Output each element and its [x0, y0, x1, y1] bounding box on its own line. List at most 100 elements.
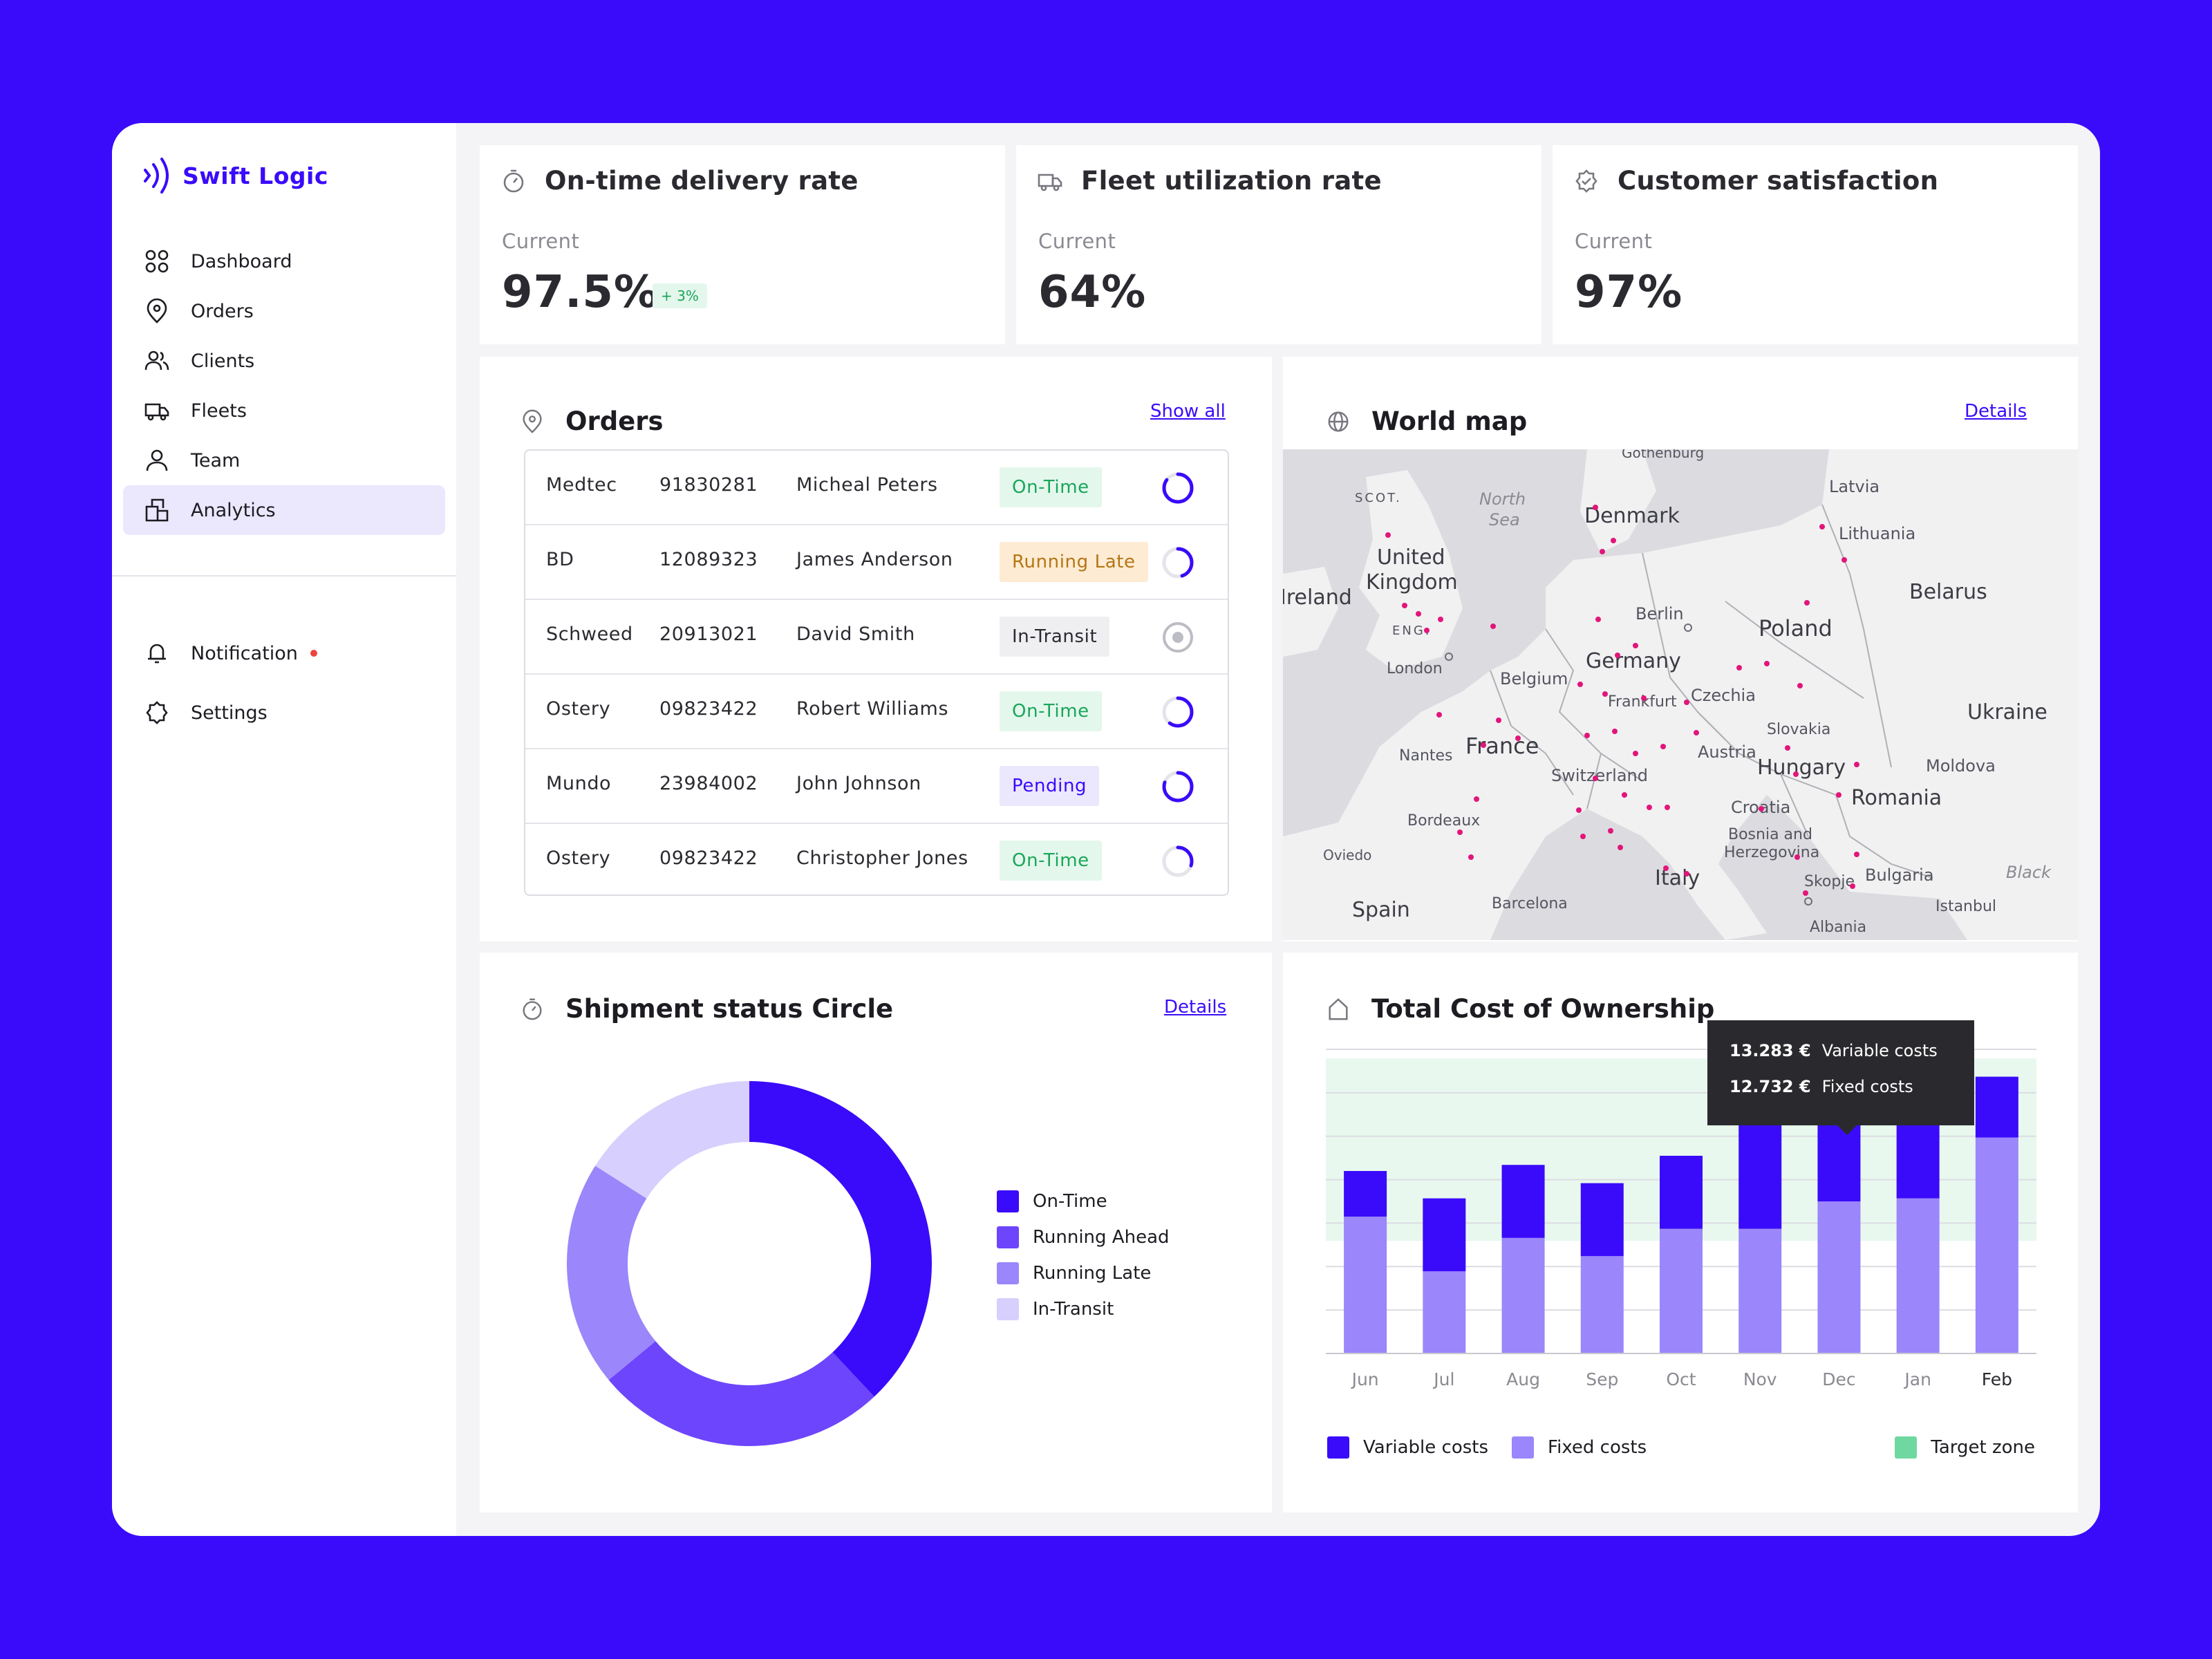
sidebar-item-settings[interactable]: Settings: [123, 683, 445, 742]
map-label: Bulgaria: [1865, 865, 1934, 885]
bar-fixed-aug[interactable]: [1501, 1237, 1545, 1353]
delivery-point: [1663, 865, 1669, 871]
mainland-europe-shape: [1283, 449, 2078, 940]
delivery-point: [1794, 854, 1800, 860]
bar-fixed-nov[interactable]: [1738, 1228, 1782, 1353]
tco-card: Total Cost of Ownership Jun Jul Aug Sep Oct N…: [1283, 953, 2078, 1512]
delivery-point: [1819, 524, 1825, 529]
delivery-point: [1424, 628, 1430, 633]
bell-icon: [148, 644, 166, 664]
brand-logo[interactable]: Swift Logic: [141, 155, 328, 196]
table-row[interactable]: Schweed 20913021 David Smith In-Transit: [525, 600, 1228, 675]
table-row[interactable]: BD 12089323 James Anderson Running Late: [525, 525, 1228, 600]
delivery-point: [1612, 729, 1618, 734]
denmark-shape: [1580, 449, 1656, 553]
bar-fixed-jan[interactable]: [1896, 1198, 1940, 1353]
bar-variable-dec[interactable]: [1817, 1122, 1861, 1201]
sidebar-item-clients[interactable]: Clients: [123, 336, 445, 386]
bar-fixed-jul[interactable]: [1423, 1271, 1466, 1353]
map-label: London: [1387, 660, 1443, 677]
legend-swatch: [1512, 1436, 1535, 1459]
legend-item: Target zone: [1895, 1430, 2035, 1465]
brand-name: Swift Logic: [182, 162, 328, 189]
map-label: Belgium: [1500, 669, 1568, 688]
legend-item: Running Ahead: [997, 1219, 1170, 1255]
analytics-icon: [145, 498, 169, 522]
donut-slice-running-ahead[interactable]: [608, 1341, 874, 1446]
city-marker: [1445, 653, 1453, 661]
sidebar-item-analytics[interactable]: Analytics: [123, 485, 445, 535]
bar-fixed-dec[interactable]: [1817, 1201, 1861, 1353]
sidebar-item-label: Team: [191, 449, 241, 471]
legend-label: Running Late: [1033, 1263, 1152, 1284]
delivery-point: [1660, 744, 1666, 749]
order-id: 91830281: [659, 474, 758, 496]
progress-arc: [1162, 472, 1194, 504]
table-row[interactable]: Medtec 91830281 Micheal Peters On-Time: [525, 451, 1228, 525]
sidebar-item-fleets[interactable]: Fleets: [123, 386, 445, 435]
delivery-point: [1608, 828, 1613, 834]
donut-slice-in-transit[interactable]: [595, 1081, 749, 1199]
map-canvas[interactable]: Gothenburg SCOT. North Sea Denmark Latvi…: [1283, 449, 2078, 940]
map-label: Nantes: [1399, 747, 1453, 765]
bar-variable-jul[interactable]: [1423, 1198, 1466, 1272]
donut-slice-on-time[interactable]: [749, 1081, 932, 1397]
country-borders: [1490, 504, 1933, 879]
legend-item: Variable costs: [1327, 1430, 1488, 1465]
bar-fixed-oct[interactable]: [1660, 1228, 1703, 1353]
show-all-link[interactable]: Show all: [1150, 401, 1226, 422]
legend-label: Running Ahead: [1033, 1227, 1170, 1248]
map-label: Austria: [1698, 742, 1756, 762]
kpi-card-ontime: On-time delivery rate Current 97.5% + 3%: [480, 145, 1005, 344]
delivery-point: [1615, 653, 1620, 658]
table-row[interactable]: Mundo 23984002 John Johnson Pending: [525, 749, 1228, 824]
tooltip-value: 12.732 €: [1730, 1077, 1811, 1096]
bar-variable-nov[interactable]: [1738, 1119, 1782, 1229]
bar-variable-feb[interactable]: [1975, 1076, 2018, 1138]
map-label: Kingdom: [1366, 570, 1458, 594]
progress-ring: [1162, 845, 1194, 877]
delivery-point: [1515, 735, 1521, 741]
map-label: Spain: [1352, 898, 1410, 922]
bar-variable-sep[interactable]: [1580, 1183, 1624, 1257]
progress-ring: [1162, 472, 1194, 504]
bar-fixed-jun[interactable]: [1344, 1217, 1387, 1353]
gear-icon: [146, 701, 168, 724]
legend-swatch: [1895, 1436, 1918, 1459]
sidebar-item-orders[interactable]: Orders: [123, 286, 445, 336]
map-label: Herzegovina: [1724, 844, 1819, 861]
shipment-details-link[interactable]: Details: [1164, 997, 1227, 1018]
sidebar-item-team[interactable]: Team: [123, 435, 445, 485]
shipment-title: Shipment status Circle: [565, 994, 894, 1024]
city-marker: [1684, 624, 1692, 632]
bar-variable-aug[interactable]: [1501, 1165, 1545, 1238]
order-client: Schweed: [546, 624, 633, 645]
table-row[interactable]: Ostery 09823422 Robert Williams On-Time: [525, 675, 1228, 749]
delivery-point: [1836, 792, 1841, 798]
donut-slice-running-late[interactable]: [567, 1165, 656, 1380]
bar-fixed-sep[interactable]: [1580, 1256, 1624, 1353]
tooltip-label: Fixed costs: [1821, 1077, 1913, 1096]
map-details-link[interactable]: Details: [1965, 401, 2027, 422]
delivery-point: [1684, 700, 1689, 705]
order-person: John Johnson: [796, 773, 921, 794]
tco-bar-chart: Jun Jul Aug Sep Oct Nov Dec Jan Feb: [1326, 1049, 2036, 1389]
map-label: Romania: [1851, 786, 1942, 810]
sidebar-item-dashboard[interactable]: Dashboard: [123, 236, 445, 286]
tco-title: Total Cost of Ownership: [1371, 994, 1715, 1024]
sidebar-item-notification[interactable]: Notification: [123, 624, 445, 683]
delivery-point: [1785, 745, 1790, 751]
x-tick-label: Oct: [1666, 1369, 1696, 1389]
status-badge: Pending: [1000, 766, 1100, 806]
progress-arc: [1162, 696, 1194, 728]
bar-variable-jun[interactable]: [1344, 1171, 1387, 1217]
timer-icon: [523, 998, 542, 1020]
map-label: Barcelona: [1492, 895, 1568, 912]
table-row[interactable]: Ostery 09823422 Christopher Jones On-Tim…: [525, 824, 1228, 899]
bar-fixed-feb[interactable]: [1975, 1137, 2018, 1353]
trend-badge: + 3%: [653, 283, 707, 308]
delivery-point: [1841, 557, 1847, 563]
legend-label: Fixed costs: [1548, 1437, 1647, 1458]
bar-variable-oct[interactable]: [1660, 1156, 1703, 1229]
delivery-point: [1684, 871, 1689, 877]
